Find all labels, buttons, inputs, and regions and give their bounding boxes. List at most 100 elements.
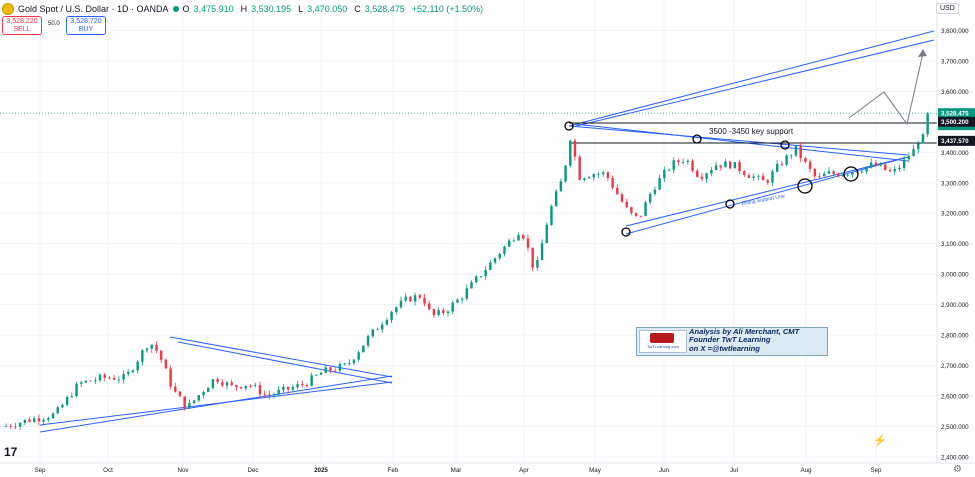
- candle-body: [921, 134, 925, 144]
- candle-body: [874, 162, 878, 166]
- support-annotation: 3500 -3450 key support: [709, 127, 794, 136]
- projection-arrowhead: [918, 49, 927, 57]
- candle-body: [691, 160, 694, 171]
- symbol-title[interactable]: Gold Spot / U.S. Dollar · 1D · OANDA: [18, 4, 169, 14]
- candle-body: [451, 302, 454, 312]
- pivot-circle: [564, 121, 574, 131]
- price-tag-box: [938, 116, 975, 127]
- grid: [0, 0, 937, 463]
- candle-body: [507, 240, 511, 247]
- candle-body: [700, 176, 704, 179]
- candle-body: [352, 359, 356, 364]
- candle-body: [296, 384, 299, 388]
- spread-value: 50.0: [48, 21, 60, 27]
- candle-body: [522, 235, 525, 239]
- candle-body: [531, 247, 534, 268]
- time-axis: Sep Oct Nov Dec 2025 Feb Mar Apr May Jun Jul Aug Sep: [0, 462, 975, 474]
- candle-body: [446, 311, 450, 314]
- price-axis-bg: [937, 0, 975, 463]
- buy-button[interactable]: 3,528.720 BUY: [66, 16, 106, 35]
- candle-body: [141, 350, 144, 362]
- candle-body: [437, 310, 440, 316]
- candle-body: [870, 162, 873, 167]
- candle-body: [696, 170, 699, 177]
- candle-body: [747, 175, 751, 178]
- candle-body: [51, 413, 55, 419]
- candle-body: [277, 389, 280, 395]
- y-tick-label: 2,400.000: [941, 454, 969, 461]
- y-tick-label: 2,800.000: [941, 333, 969, 340]
- candle-body: [286, 386, 290, 390]
- price-tag-label: 3,528.475: [941, 110, 969, 117]
- rising-support-line: [625, 156, 909, 235]
- candle-body: [272, 394, 276, 396]
- pivot-circle: [725, 199, 735, 209]
- candle-body: [639, 215, 643, 217]
- candle-body: [601, 172, 605, 174]
- candle-body: [653, 189, 657, 194]
- ohlc-close-value: 3,528.475: [364, 4, 405, 14]
- candle-body: [860, 171, 864, 173]
- candle-body: [672, 160, 675, 170]
- candle-body: [23, 419, 27, 423]
- candle-body: [460, 298, 464, 300]
- candle-body: [305, 385, 309, 386]
- sell-button[interactable]: 3,528.220 SELL: [2, 16, 42, 35]
- candle-body: [348, 363, 351, 364]
- tradingview-logo[interactable]: 17: [4, 445, 18, 459]
- pivot-circle: [843, 166, 859, 182]
- candle-body: [719, 165, 722, 168]
- flash-icon[interactable]: ⚡: [873, 435, 887, 447]
- candle-body: [183, 396, 186, 409]
- candle-body: [681, 162, 685, 163]
- market-open-icon: [172, 6, 179, 12]
- ohlc-low-value: 3,470.050: [307, 4, 348, 14]
- triangle-resistance-line: [169, 336, 393, 378]
- candle-body: [879, 164, 882, 166]
- candle-body: [4, 425, 8, 427]
- candle-body: [178, 391, 182, 397]
- candle-body: [465, 288, 469, 299]
- candle-body: [239, 387, 243, 389]
- candle-body: [573, 140, 577, 157]
- candle-body: [103, 374, 106, 378]
- candle-body: [169, 368, 172, 387]
- x-tick-label: May: [589, 467, 602, 474]
- candle-body: [310, 375, 313, 386]
- candle-body: [559, 181, 563, 192]
- candle-body: [244, 385, 248, 389]
- x-tick-label: Apr: [519, 467, 529, 474]
- candle-body: [18, 422, 22, 427]
- trendlines: [39, 30, 937, 433]
- buy-price: 3,528.720: [70, 18, 102, 25]
- candle-body: [28, 419, 31, 422]
- x-tick-label: Sep: [34, 467, 46, 474]
- circle-markers: [564, 121, 859, 237]
- candle-body: [855, 172, 859, 174]
- candle-body: [907, 156, 911, 160]
- candle-body: [837, 173, 840, 177]
- candle-body: [145, 348, 149, 351]
- candle-body: [357, 352, 360, 360]
- candle-body: [620, 194, 624, 202]
- candle-body: [155, 344, 158, 351]
- x-tick-label: Mar: [451, 467, 462, 474]
- candle-body: [376, 329, 379, 331]
- candle-body: [846, 174, 849, 176]
- settings-gear-icon[interactable]: ⚙: [953, 464, 962, 475]
- candle-body: [630, 207, 633, 213]
- candle-body: [728, 161, 732, 169]
- candle-body: [84, 380, 88, 383]
- pivot-circle: [780, 140, 790, 150]
- candle-body: [329, 367, 332, 371]
- candle-body: [917, 143, 920, 150]
- currency-selector[interactable]: USD: [936, 3, 959, 14]
- watermark-text: Analysis by Ali Merchant, CMT Founder Tw…: [689, 327, 799, 353]
- y-tick-label: 3,800.000: [941, 28, 969, 35]
- candle-body: [780, 163, 784, 165]
- candle-body: [164, 359, 168, 369]
- x-tick-label: Oct: [103, 467, 113, 474]
- candle-body: [75, 383, 78, 397]
- twt-logo-text: TwTLearning.com: [647, 344, 679, 349]
